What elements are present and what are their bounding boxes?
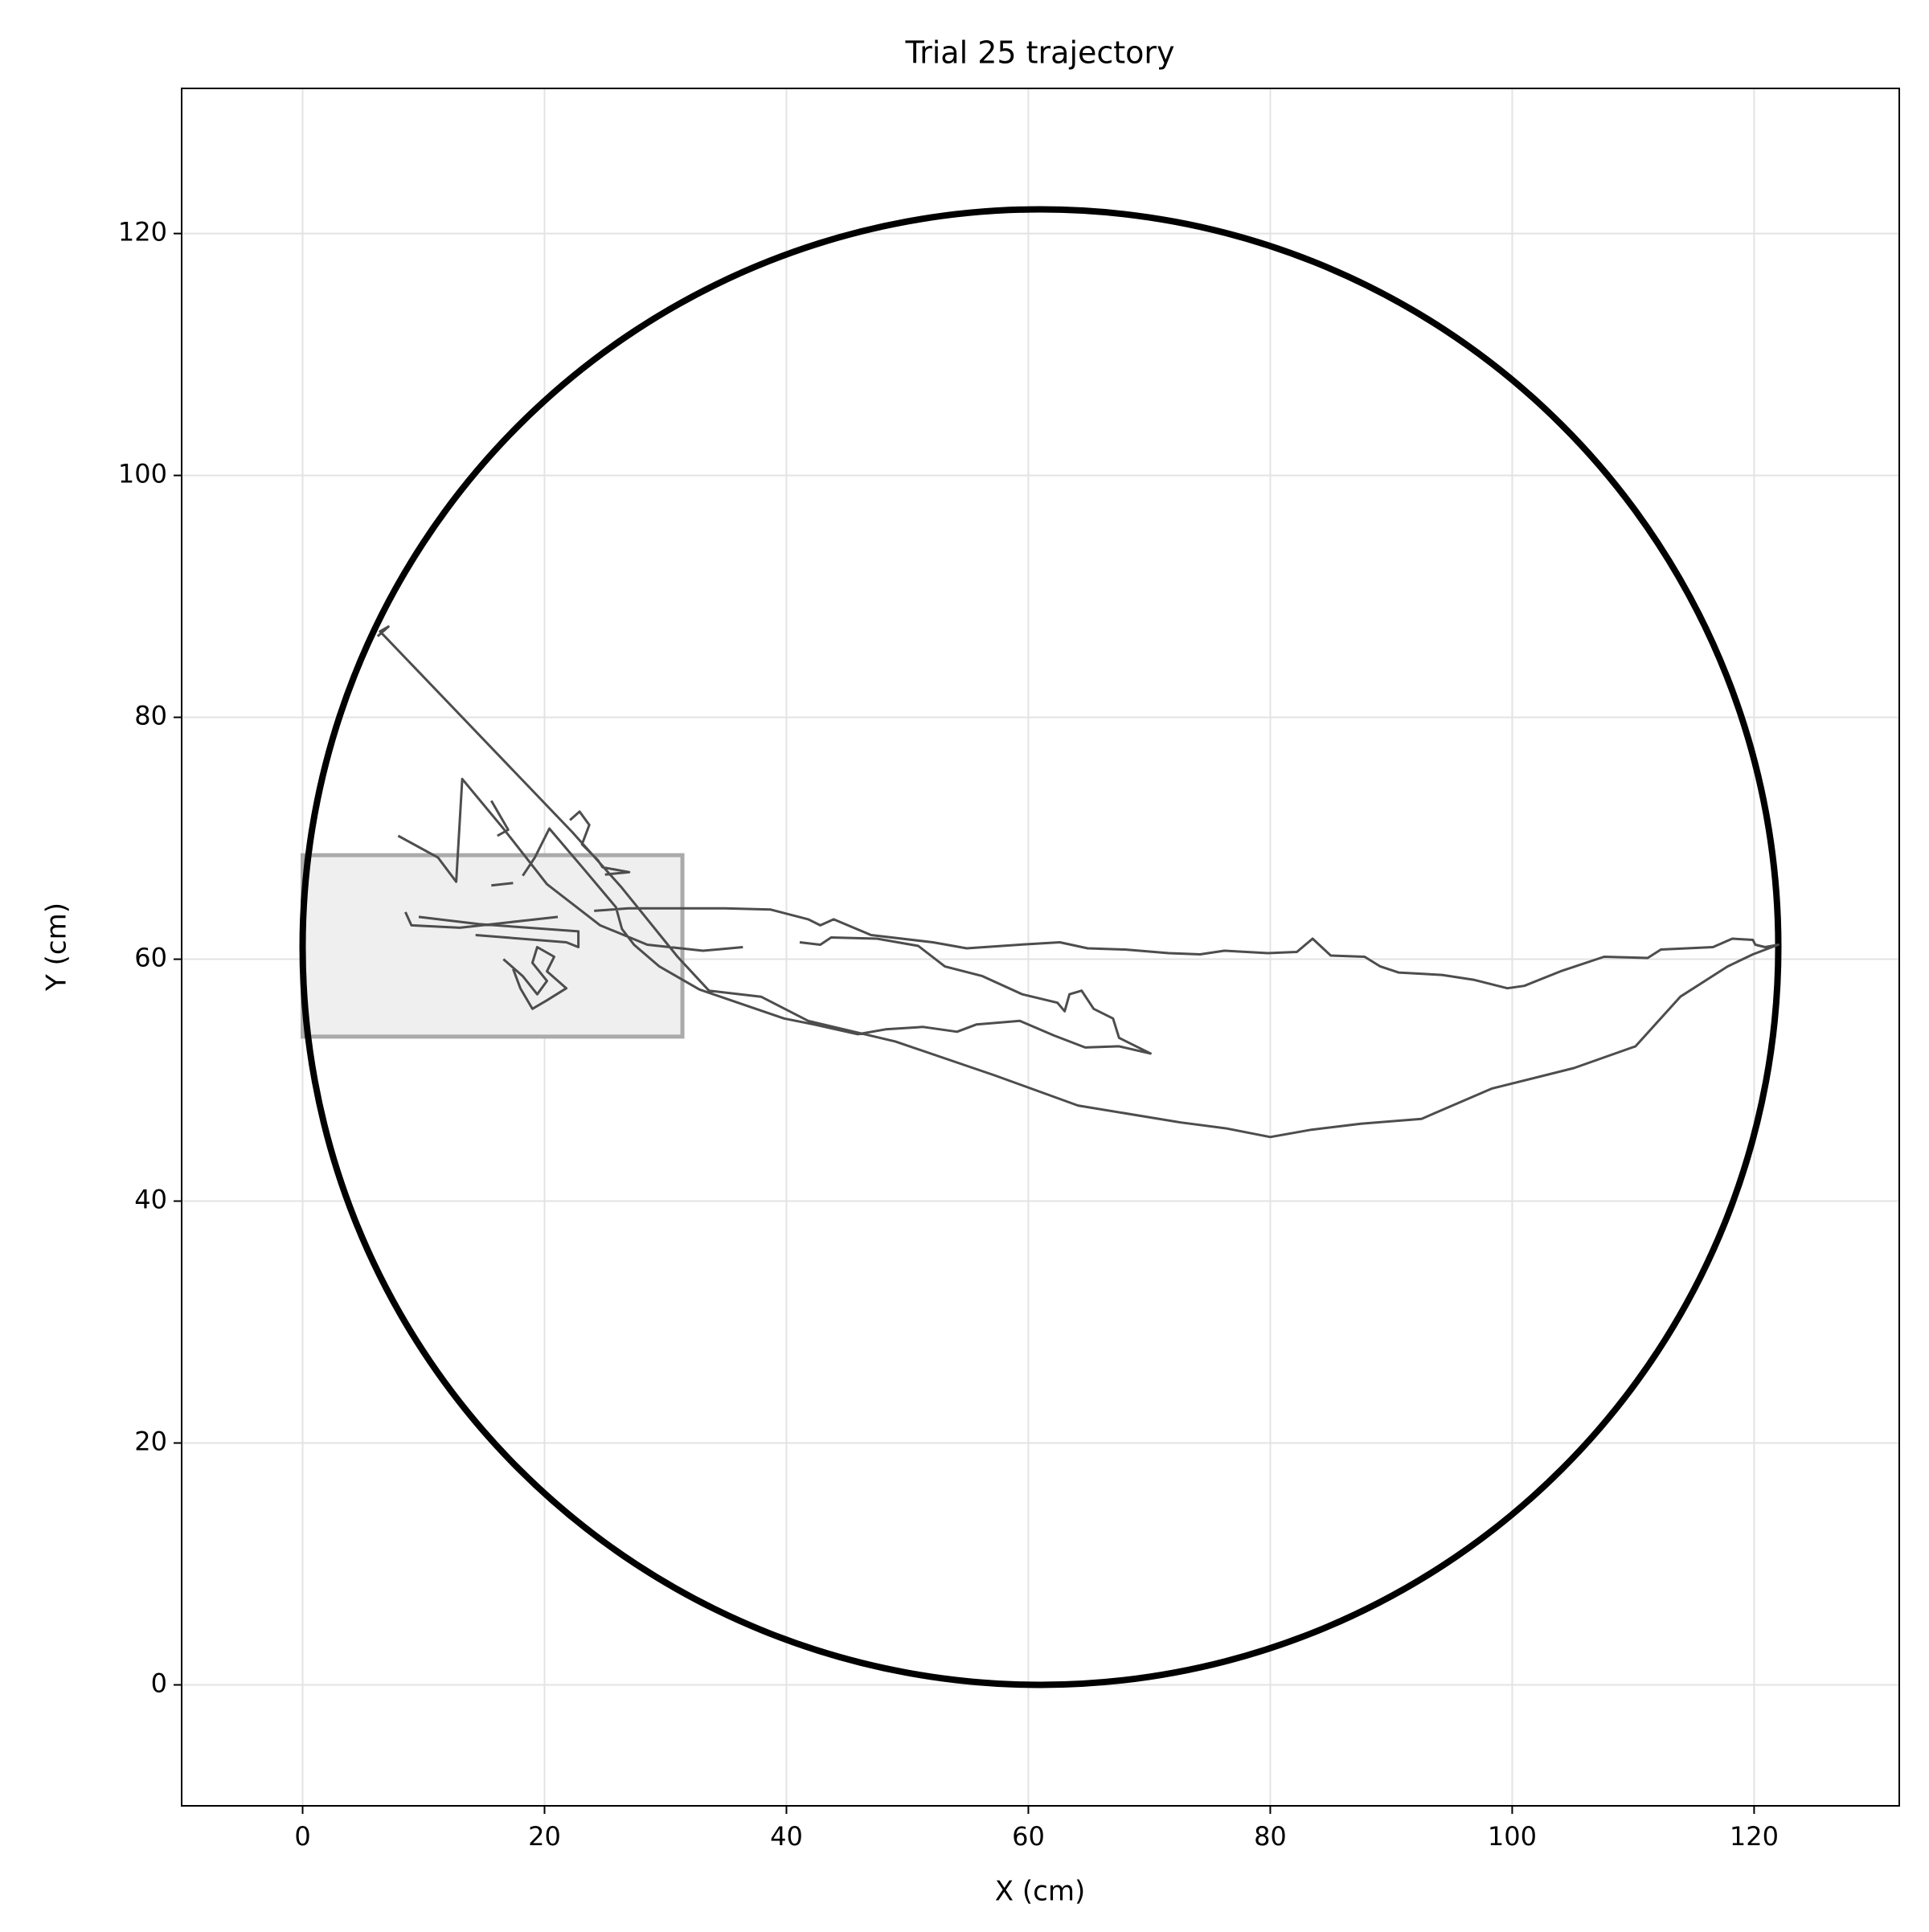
x-tick-label: 100 [1488, 1821, 1537, 1852]
y-axis-label: Y (cm) [41, 903, 73, 992]
x-axis-label: X (cm) [995, 1876, 1085, 1908]
y-tick-label: 60 [134, 943, 167, 973]
y-tick-label: 40 [134, 1185, 167, 1215]
x-tick-label: 20 [528, 1821, 561, 1852]
x-tick-label: 60 [1012, 1821, 1045, 1852]
plot-frame [181, 88, 1900, 1807]
x-tick-label: 40 [770, 1821, 803, 1852]
chart-title: Trial 25 trajectory [904, 35, 1174, 71]
arena-boundary [299, 206, 1782, 1688]
y-tick-label: 120 [118, 217, 167, 248]
y-tick-label: 0 [151, 1668, 167, 1699]
x-tick-label: 0 [294, 1821, 310, 1852]
x-tick-label: 80 [1254, 1821, 1287, 1852]
start-zone [300, 853, 685, 1039]
y-tick-label: 80 [134, 701, 167, 731]
y-tick-label: 20 [134, 1426, 167, 1457]
x-tick-label: 120 [1730, 1821, 1779, 1852]
trajectory [376, 625, 1780, 1139]
y-tick-label: 100 [118, 459, 167, 489]
